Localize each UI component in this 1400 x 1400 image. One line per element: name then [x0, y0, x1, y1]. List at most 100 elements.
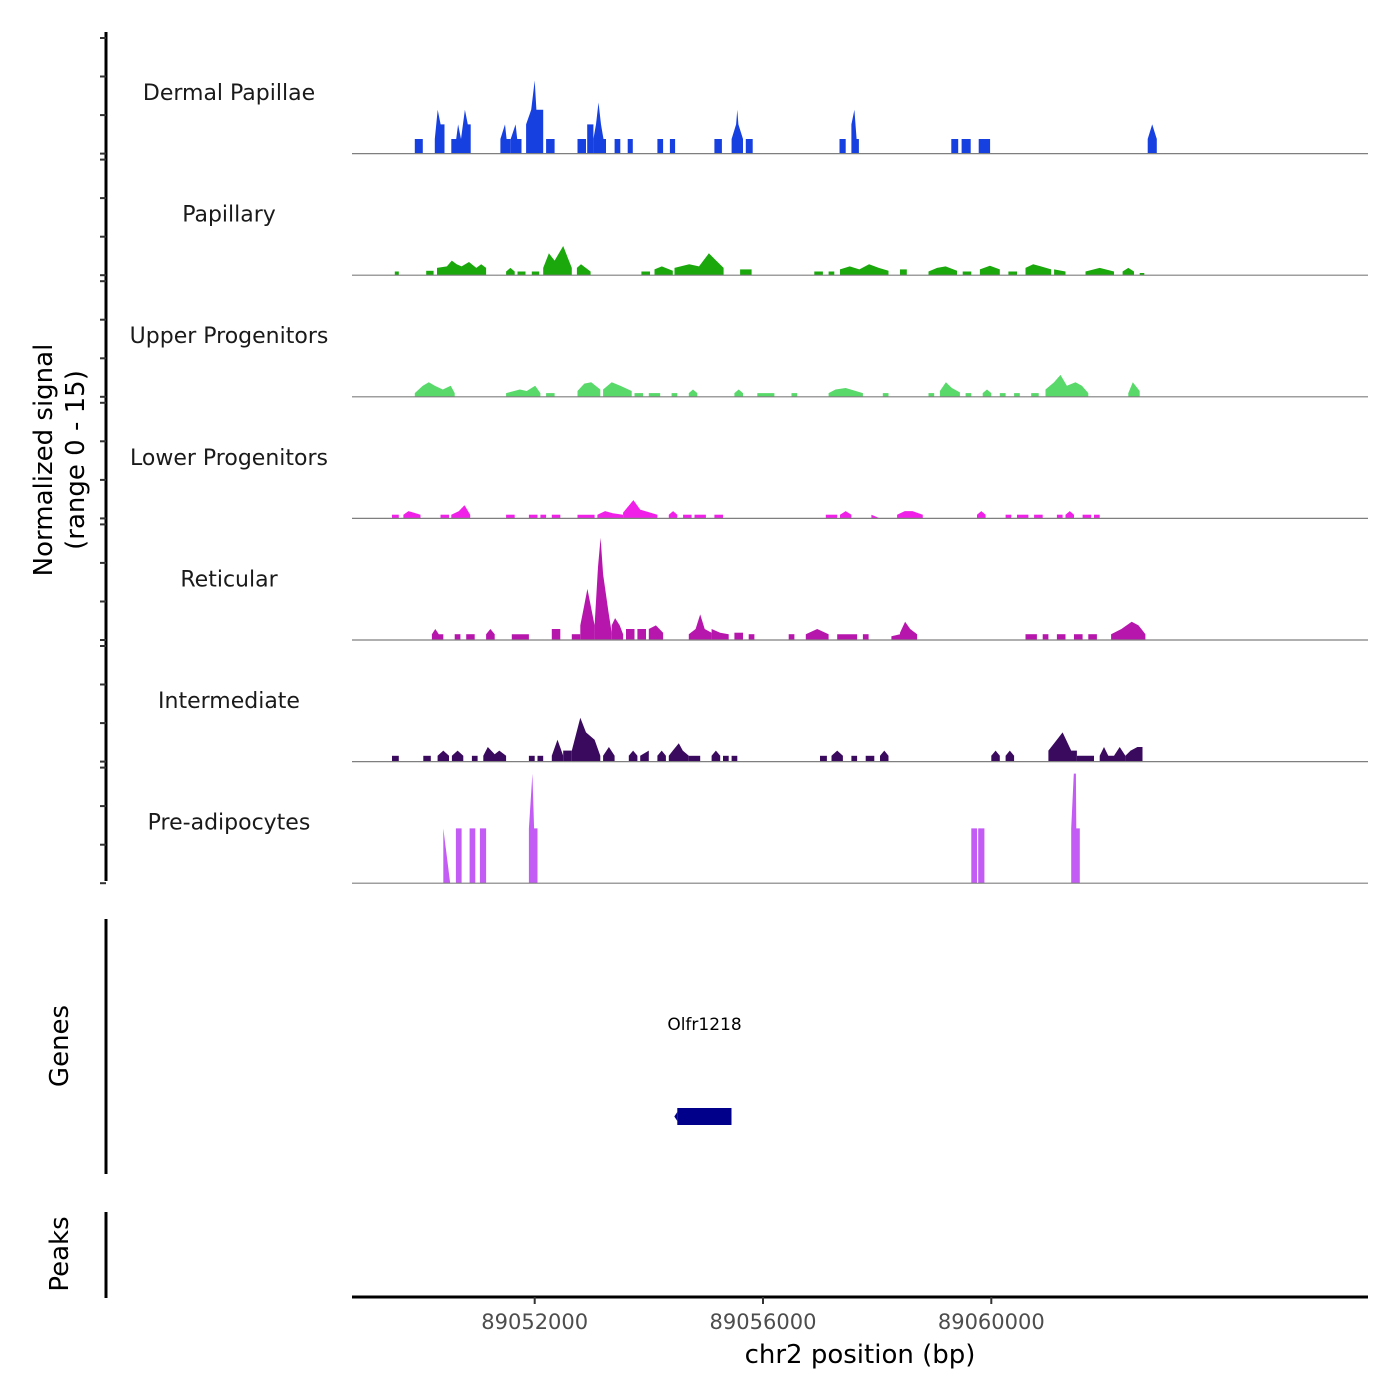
signal-area [757, 393, 775, 397]
signal-area [437, 260, 487, 276]
gene-label: Olfr1218 [667, 1015, 741, 1035]
peaks-axis-title: Peaks [45, 1216, 75, 1291]
signal-area [871, 514, 880, 519]
track-papillary: Papillary [182, 203, 1368, 276]
signal-area [563, 750, 572, 762]
signal-area [840, 264, 889, 276]
signal-area [671, 393, 678, 397]
signal-area [851, 109, 859, 154]
signal-y-ticks [100, 37, 106, 885]
signal-area [657, 750, 666, 762]
signal-area [788, 634, 795, 640]
signal-area [674, 253, 724, 276]
track-dermal-papillae: Dermal Papillae [143, 80, 1368, 155]
signal-area [486, 629, 495, 640]
signal-area [731, 109, 743, 154]
signal-area [1085, 267, 1114, 276]
signal-area [543, 246, 572, 276]
signal-area [483, 747, 507, 762]
signal-area [1005, 750, 1015, 762]
signal-area [1122, 267, 1134, 276]
signal-area [999, 393, 1006, 397]
track-label: Reticular [180, 567, 278, 592]
signal-area [540, 514, 547, 519]
signal-area [714, 139, 722, 154]
signal-area [991, 750, 1000, 762]
signal-area [1025, 634, 1037, 640]
signal-area [551, 629, 561, 640]
signal-area [951, 139, 959, 154]
signal-area [1099, 747, 1114, 762]
x-axis-ticks: 89052000 89056000 89060000 [481, 1297, 1045, 1334]
x-tick-label: 89052000 [481, 1310, 588, 1334]
strand-arrow-icon [674, 1112, 678, 1121]
signal-area [1025, 264, 1052, 276]
signal-area [962, 271, 972, 276]
signal-area [577, 139, 586, 154]
signal-area [614, 139, 621, 154]
signal-area [641, 271, 650, 276]
signal-area [426, 270, 434, 276]
signal-area [528, 755, 535, 762]
signal-area [571, 717, 601, 762]
signal-area [466, 634, 475, 640]
signal-area [451, 505, 471, 519]
signal-area [828, 271, 835, 276]
signal-area [580, 588, 595, 640]
signal-area [634, 393, 644, 397]
signal-area [882, 393, 889, 397]
signal-area [891, 634, 900, 640]
signal-area [1111, 621, 1146, 640]
signal-area [982, 389, 992, 397]
signal-area [711, 629, 729, 640]
track-pre-adipocytes: Pre-adipocytes [148, 773, 1368, 884]
signal-area [900, 269, 907, 276]
signal-area [531, 271, 540, 276]
signal-area [537, 755, 544, 762]
track-label: Dermal Papillae [143, 81, 315, 106]
signal-area [1008, 271, 1017, 276]
signal-area [414, 139, 423, 154]
signal-area [506, 514, 515, 519]
signal-area [971, 828, 977, 884]
signal-area [714, 514, 723, 519]
signal-area [577, 514, 595, 519]
signal-area [1014, 393, 1020, 397]
track-label: Intermediate [158, 689, 300, 714]
signal-area [431, 629, 444, 640]
peaks-axis-label: Peaks [45, 1216, 75, 1291]
signal-area [648, 625, 664, 640]
x-tick-label: 89060000 [938, 1310, 1045, 1334]
signal-area [688, 389, 698, 397]
signal-area [451, 109, 471, 154]
signal-area [576, 264, 591, 276]
track-label: Lower Progenitors [130, 446, 328, 471]
signal-area [394, 271, 399, 276]
signal-area [469, 828, 476, 884]
signal-area [451, 750, 464, 762]
signal-area [594, 537, 612, 640]
signal-tracks: Dermal Papillae Papillary Upper Progenitor… [130, 80, 1368, 884]
signal-area [551, 739, 564, 762]
signal-area [880, 750, 889, 762]
signal-area [1054, 269, 1066, 276]
signal-area [745, 139, 753, 154]
signal-area [1017, 514, 1029, 519]
signal-area [510, 124, 522, 154]
signal-area [805, 629, 829, 640]
signal-area [723, 755, 729, 762]
signal-area [839, 139, 846, 154]
signal-area [1082, 514, 1092, 519]
signal-area [623, 500, 658, 519]
signal-area [928, 266, 957, 276]
signal-area [688, 614, 712, 640]
signal-axis-title-line2: (range 0 - 15) [61, 370, 91, 550]
signal-area [551, 514, 561, 519]
signal-area [1128, 382, 1140, 397]
signal-area [748, 634, 755, 640]
signal-area [593, 102, 606, 154]
signal-area [611, 618, 624, 640]
signal-area [455, 828, 462, 884]
track-upper-progenitors: Upper Progenitors [130, 324, 1368, 398]
track-intermediate: Intermediate [158, 689, 1368, 763]
